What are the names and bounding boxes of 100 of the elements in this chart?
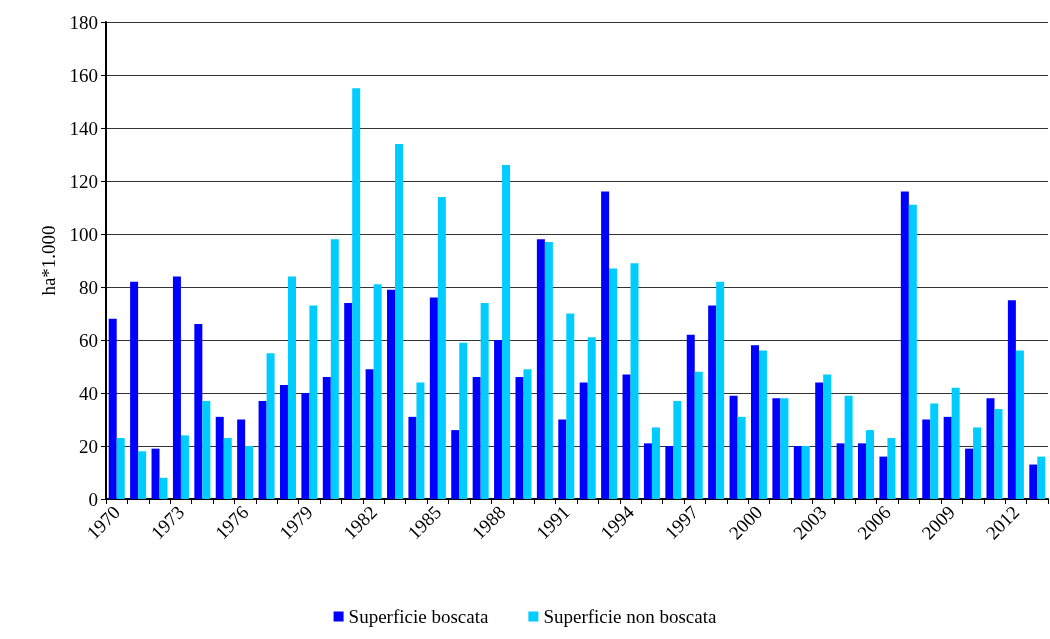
bar <box>502 165 511 499</box>
bar <box>609 268 618 499</box>
bar <box>309 305 318 499</box>
bar <box>194 324 203 499</box>
bar <box>994 408 1003 499</box>
bar <box>930 403 939 499</box>
y-axis-title: ha*1.000 <box>38 225 59 296</box>
bar <box>694 371 703 499</box>
bar <box>951 387 960 499</box>
bar <box>665 446 674 499</box>
bar <box>330 239 339 499</box>
bar <box>180 435 189 499</box>
bar <box>908 204 917 499</box>
bar <box>844 395 853 499</box>
bar <box>344 302 353 499</box>
bar <box>416 382 425 499</box>
bar <box>266 353 275 499</box>
bar <box>451 430 460 499</box>
bar <box>708 305 717 499</box>
bar <box>758 350 767 499</box>
bar <box>215 416 224 499</box>
bar <box>750 345 759 499</box>
bar <box>973 427 982 499</box>
bar <box>1015 350 1024 499</box>
y-tick-label: 180 <box>69 11 98 33</box>
bar <box>116 438 125 499</box>
y-tick-label: 140 <box>69 117 98 139</box>
bar <box>429 297 438 499</box>
bar <box>587 337 596 499</box>
bar <box>138 451 147 499</box>
bar <box>395 143 404 499</box>
legend-label: Superficie boscata <box>348 606 489 627</box>
bar <box>459 342 468 499</box>
x-tick-label: 1982 <box>339 501 382 544</box>
bar <box>823 374 832 499</box>
bar <box>223 438 232 499</box>
x-tick-label: 1979 <box>275 501 317 544</box>
legend-label: Superficie non boscata <box>543 606 717 627</box>
bar <box>352 88 361 499</box>
bar <box>716 281 725 499</box>
bar <box>437 196 446 499</box>
bar <box>515 377 524 499</box>
bar <box>472 377 481 499</box>
bar <box>815 382 824 499</box>
bar <box>922 419 931 499</box>
bar <box>643 443 652 499</box>
bar <box>673 400 682 499</box>
x-tick-label: 1973 <box>146 501 189 544</box>
bar <box>544 241 553 499</box>
bar <box>836 443 845 499</box>
y-tick-label: 120 <box>69 170 98 192</box>
bar <box>651 427 660 499</box>
bar <box>159 477 168 499</box>
bar <box>579 382 588 499</box>
bar <box>237 419 246 499</box>
bar <box>172 276 181 499</box>
bar <box>287 276 296 499</box>
bar <box>408 416 417 499</box>
bar <box>887 438 896 499</box>
bar <box>737 416 746 499</box>
bar <box>1037 456 1046 499</box>
bar <box>879 456 888 499</box>
bar <box>793 446 802 499</box>
bar <box>622 374 631 499</box>
bar <box>494 340 503 499</box>
bar <box>858 443 867 499</box>
bar <box>151 448 160 499</box>
y-tick-label: 0 <box>88 488 98 510</box>
bar <box>373 284 382 499</box>
y-tick-label: 160 <box>69 64 98 86</box>
bar <box>986 398 995 499</box>
bar <box>686 334 695 499</box>
bar <box>108 318 117 499</box>
bar <box>965 448 974 499</box>
bar <box>943 416 952 499</box>
x-tick-label: 1991 <box>532 501 574 544</box>
bar <box>365 369 374 499</box>
bar <box>130 281 139 499</box>
bar <box>279 385 288 499</box>
y-tick-label: 80 <box>79 276 98 298</box>
bar <box>480 302 489 499</box>
bar <box>866 430 875 499</box>
bar <box>1029 464 1038 499</box>
y-tick-label: 20 <box>79 435 98 457</box>
bar <box>536 239 545 499</box>
bar <box>630 263 639 499</box>
y-tick-label: 40 <box>79 382 98 404</box>
bar <box>387 289 396 499</box>
bar <box>566 313 575 499</box>
bar <box>801 446 810 499</box>
bar <box>729 395 738 499</box>
bar <box>1007 300 1016 499</box>
bar <box>601 191 610 499</box>
bar <box>558 419 567 499</box>
bar <box>523 369 532 499</box>
bar <box>900 191 909 499</box>
bar <box>322 377 331 499</box>
y-tick-label: 60 <box>79 329 98 351</box>
bar <box>258 400 267 499</box>
bar <box>245 446 254 499</box>
